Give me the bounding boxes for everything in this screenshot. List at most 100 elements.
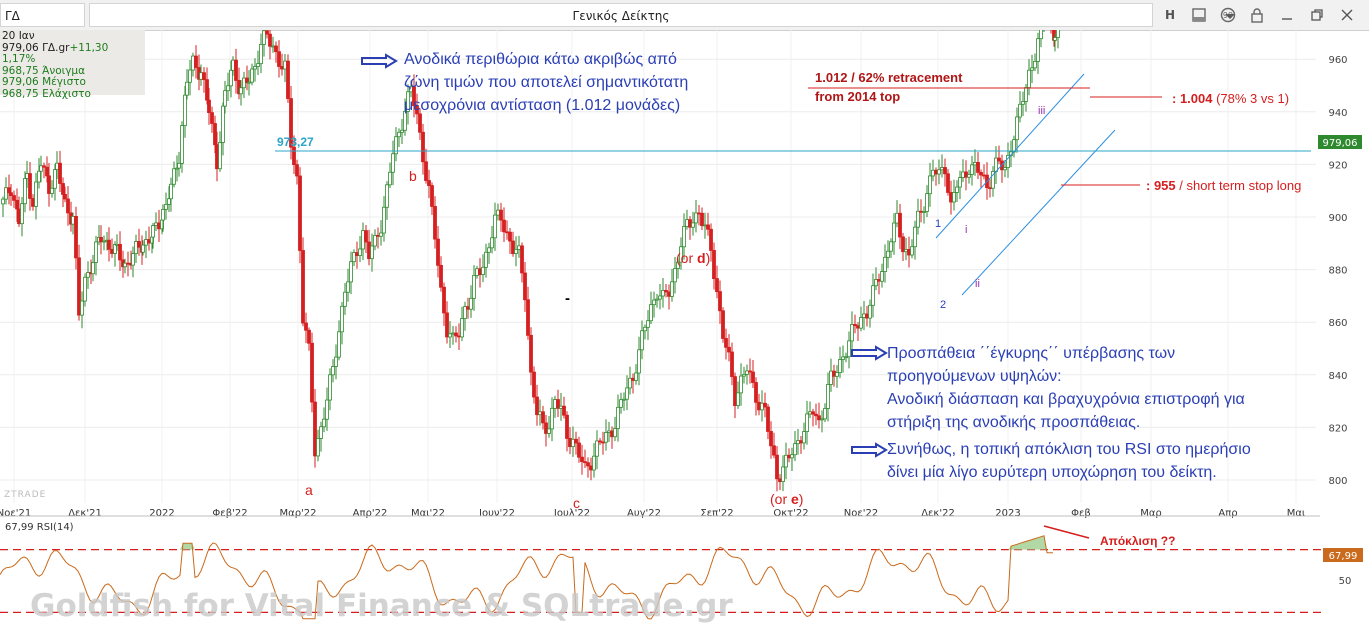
candle-body: [349, 261, 353, 283]
candle-body: [514, 248, 518, 255]
candles: [1, 30, 1060, 492]
candle-body: [352, 252, 356, 263]
candle-body: [83, 276, 87, 302]
candle-body: [880, 271, 884, 282]
chart-area[interactable]: ZTRADE 973,27 800 820 840 860 880 900 920 940 96…: [0, 30, 1369, 639]
candle-body: [66, 198, 70, 214]
candle-body: [748, 370, 752, 373]
candle-body: [610, 430, 614, 438]
rsi-line: [0, 535, 1053, 620]
candle-body: [970, 164, 974, 175]
candle-body: [523, 272, 527, 301]
candle-body: [673, 268, 677, 283]
candle-body: [301, 250, 305, 324]
candle-body: [31, 198, 35, 207]
wave-label-e-post: ): [799, 491, 804, 507]
candle-body: [823, 408, 827, 420]
candle-body: [418, 113, 422, 133]
candle-body: [895, 212, 899, 224]
candle-body: [805, 413, 809, 432]
candle-body: [745, 370, 749, 375]
candle-body: [544, 422, 548, 434]
wave-label-e-pre: (or: [770, 491, 791, 507]
candle-body: [871, 285, 875, 306]
h-button[interactable]: H: [1164, 8, 1176, 22]
symbol-input[interactable]: ΓΔ: [0, 3, 85, 27]
quote-icon[interactable]: 99: [1216, 3, 1240, 27]
candle-body: [242, 77, 246, 89]
candle-body: [292, 146, 296, 165]
close-icon[interactable]: [1335, 3, 1359, 27]
info-change: +11,30 1,17%: [2, 41, 109, 65]
candle-body: [210, 112, 214, 124]
candle-body: [271, 45, 275, 48]
candle-body: [841, 356, 845, 360]
candle-body: [487, 247, 491, 253]
candle-body: [511, 240, 515, 255]
restore-icon[interactable]: [1305, 3, 1329, 27]
candle-body: [829, 370, 833, 385]
candle-body: [961, 171, 965, 178]
candle-body: [250, 68, 254, 83]
candle-body: [757, 401, 761, 411]
candle-body: [634, 372, 638, 381]
stop-value: : 955: [1146, 178, 1176, 193]
lock-icon[interactable]: [1245, 3, 1269, 27]
candle-body: [194, 55, 198, 68]
candle-body: [71, 215, 75, 225]
candle-body: [550, 407, 554, 430]
candle-body: [850, 324, 854, 342]
price-tick-label: 900: [1328, 213, 1347, 224]
candle-body: [256, 63, 260, 67]
candle-body: [952, 192, 956, 203]
candle-body: [820, 418, 824, 421]
sub-wave-labels: 1 2 i ii iii: [935, 105, 1045, 311]
candle-body: [172, 168, 176, 185]
candle-body: [25, 173, 29, 179]
candle-body: [904, 249, 908, 253]
candle-body: [202, 72, 206, 81]
retracement-note: 1.012 / 62% retracement from 2014 top: [815, 68, 962, 106]
candle-body: [460, 318, 464, 338]
candle-body: [886, 250, 890, 258]
candle-body: [718, 291, 722, 312]
candle-body: [191, 55, 195, 71]
time-tick-label: Αυγ'22: [627, 508, 661, 519]
layout-icon[interactable]: [1187, 3, 1211, 27]
candle-body: [796, 440, 800, 445]
candle-body: [739, 375, 743, 394]
candle-body: [286, 60, 290, 99]
candle-body: [141, 244, 145, 253]
candle-body: [42, 165, 46, 168]
candle-body: [229, 69, 233, 87]
divergence-line: [1043, 525, 1090, 539]
candle-body: [406, 91, 410, 112]
candle-body: [751, 371, 755, 383]
candle-body: [74, 215, 78, 259]
candle-body: [367, 241, 371, 260]
candle-body: [466, 306, 470, 310]
candle-body: [598, 440, 602, 443]
minimize-icon[interactable]: [1275, 3, 1299, 27]
candle-body: [439, 264, 443, 288]
candle-body: [517, 245, 521, 250]
candle-body: [1027, 69, 1031, 88]
candle-body: [99, 236, 103, 243]
candle-body: [265, 30, 269, 35]
candle-body: [295, 164, 299, 177]
candle-body: [967, 174, 971, 178]
candle-body: [221, 105, 225, 143]
info-high: 979,06 Μέγιστο: [2, 76, 86, 88]
chevron-down-icon[interactable]: [1218, 4, 1242, 28]
rsi-overbought-fill: [1005, 535, 1050, 550]
candle-body: [775, 454, 779, 480]
candle-body: [505, 231, 509, 234]
mid-note: Προσπάθεια ΄΄έγκυρης΄΄ υπέρβασης των προ…: [887, 342, 1245, 434]
chart-title-field[interactable]: Γενικός Δείκτης: [89, 3, 1235, 27]
candle-body: [177, 162, 181, 169]
candle-body: [157, 222, 161, 230]
wave-label-b: b: [409, 168, 417, 184]
candle-body: [164, 203, 168, 210]
candle-body: [39, 165, 43, 172]
candle-body: [991, 171, 995, 189]
